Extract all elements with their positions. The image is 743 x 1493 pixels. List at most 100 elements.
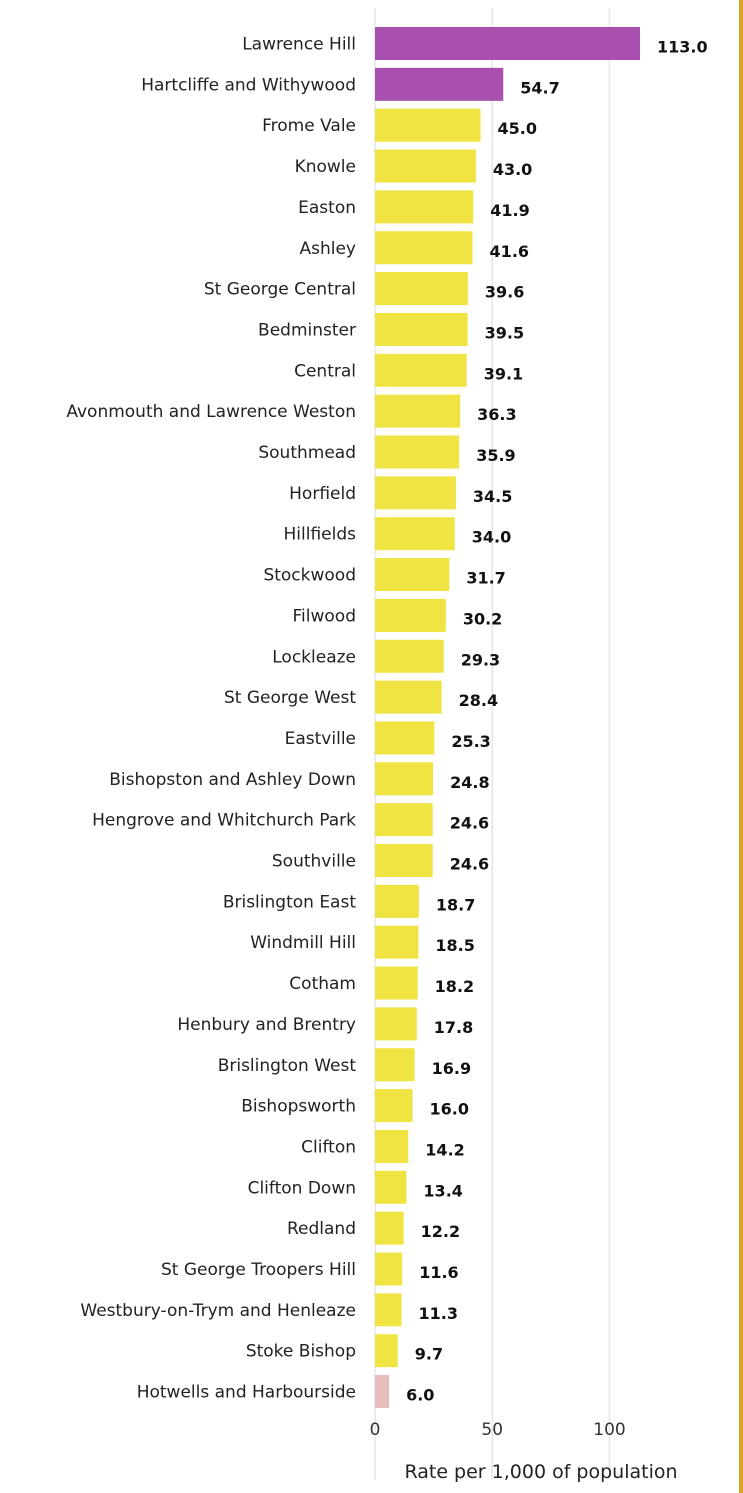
data-label: 54.7 (520, 78, 559, 97)
data-label: 25.3 (451, 732, 490, 751)
bar (375, 1211, 404, 1245)
category-label: St George West (224, 688, 356, 708)
data-label: 24.6 (450, 814, 489, 833)
data-label: 16.0 (430, 1100, 469, 1119)
data-label: 41.6 (490, 242, 529, 261)
category-label: Bishopston and Ashley Down (109, 770, 356, 790)
bar (375, 1007, 417, 1041)
category-label: Bedminster (258, 320, 356, 340)
data-label: 24.8 (450, 773, 489, 792)
category-label: Stoke Bishop (246, 1342, 356, 1362)
category-label: Windmill Hill (250, 933, 356, 953)
category-label: Easton (298, 198, 356, 218)
data-label: 18.7 (436, 895, 475, 914)
bar (375, 639, 444, 673)
x-tick-label: 0 (370, 1420, 381, 1440)
bar (375, 884, 419, 918)
bar (375, 1089, 413, 1123)
category-label: Lockleaze (272, 647, 356, 667)
x-axis-title: Rate per 1,000 of population (404, 1461, 677, 1483)
category-label: Filwood (293, 606, 356, 626)
bar (375, 149, 476, 183)
data-label: 18.5 (435, 936, 474, 955)
category-label: Clifton (301, 1137, 356, 1157)
data-label: 45.0 (498, 119, 537, 138)
category-label: Southville (272, 852, 356, 872)
data-label: 39.5 (485, 323, 524, 342)
bar (375, 598, 446, 632)
bar (375, 394, 461, 428)
category-label: St George Central (204, 280, 356, 300)
category-label: Stockwood (263, 566, 356, 586)
data-label: 13.4 (423, 1181, 462, 1200)
bar (375, 844, 433, 877)
bar (375, 476, 456, 510)
bar (375, 1048, 415, 1082)
data-label: 39.6 (485, 283, 524, 302)
data-label: 18.2 (435, 977, 474, 996)
data-label: 9.7 (415, 1345, 443, 1364)
bar (375, 190, 474, 224)
bar (375, 312, 468, 346)
bars-layer (375, 27, 640, 1409)
bar (375, 108, 481, 142)
frame-accent-rule (739, 0, 743, 1493)
category-label: Ashley (299, 239, 356, 259)
x-tick-label: 100 (593, 1420, 625, 1440)
category-label: Westbury-on-Trym and Henleaze (80, 1301, 356, 1321)
bar (375, 803, 433, 837)
category-label: Brislington West (218, 1056, 357, 1076)
bar (375, 1334, 398, 1368)
bar (375, 925, 419, 959)
data-label: 14.2 (425, 1140, 464, 1159)
bar (375, 966, 418, 1000)
bar (375, 721, 435, 755)
category-label: Frome Vale (262, 116, 356, 136)
labels-layer: Lawrence Hill 113.0 Hartcliffe and Withywo… (66, 35, 707, 1405)
data-label: 31.7 (466, 569, 505, 588)
bar (375, 1129, 409, 1163)
bar (375, 762, 434, 796)
category-label: Hartcliffe and Withywood (141, 75, 356, 95)
category-label: St George Troopers Hill (161, 1260, 356, 1280)
category-label: Eastville (285, 729, 356, 749)
category-label: Hillfields (284, 525, 357, 545)
data-label: 43.0 (493, 160, 532, 179)
bar (375, 231, 473, 265)
category-label: Knowle (295, 157, 356, 177)
data-label: 113.0 (657, 38, 708, 57)
data-label: 16.9 (432, 1059, 471, 1078)
bar (375, 1293, 402, 1327)
bar (375, 517, 455, 551)
data-label: 35.9 (476, 446, 515, 465)
bar (375, 27, 640, 60)
data-label: 36.3 (477, 405, 516, 424)
x-axis: 0 50 100 (370, 1420, 626, 1440)
data-label: 34.0 (472, 528, 511, 547)
x-tick-label: 50 (481, 1420, 503, 1440)
bar (375, 67, 504, 101)
bar (375, 680, 442, 714)
category-label: Redland (287, 1219, 356, 1239)
bar (375, 1252, 403, 1286)
data-label: 17.8 (434, 1018, 473, 1037)
category-label: Hotwells and Harbourside (137, 1383, 356, 1403)
category-label: Hengrove and Whitchurch Park (92, 811, 356, 831)
data-label: 11.6 (419, 1263, 458, 1282)
bar (375, 353, 467, 387)
category-label: Central (294, 361, 356, 381)
bar (375, 558, 450, 592)
data-label: 41.9 (490, 201, 529, 220)
data-label: 12.2 (421, 1222, 460, 1241)
category-label: Horfield (289, 484, 356, 504)
data-label: 30.2 (463, 609, 502, 628)
bar (375, 1170, 407, 1204)
data-label: 39.1 (484, 364, 523, 383)
bar (375, 435, 460, 469)
data-label: 28.4 (459, 691, 498, 710)
data-label: 29.3 (461, 650, 500, 669)
category-label: Clifton Down (248, 1178, 356, 1198)
category-label: Henbury and Brentry (177, 1015, 356, 1035)
data-label: 24.6 (450, 855, 489, 874)
